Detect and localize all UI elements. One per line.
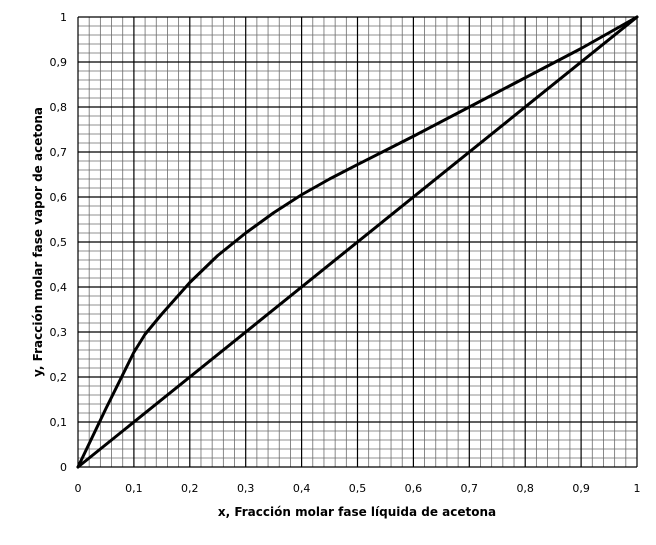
y-axis-tick-labels: 0 0,1 0,2 0,3 0,4 0,5 0,6 0,7 0,8 0,9 1 <box>50 11 68 474</box>
x-axis-title: x, Fracción molar fase líquida de aceton… <box>218 505 496 519</box>
y-tick-label: 0 <box>60 461 67 474</box>
x-axis-tick-labels: 0 0,1 0,2 0,3 0,4 0,5 0,6 0,7 0,8 0,9 1 <box>75 482 641 495</box>
x-tick-label: 0,7 <box>461 482 479 495</box>
x-tick-label: 0,1 <box>125 482 143 495</box>
major-grid <box>77 16 638 468</box>
y-tick-label: 0,2 <box>50 371 68 384</box>
series-layer <box>76 15 639 469</box>
x-tick-label: 0,3 <box>237 482 255 495</box>
y-tick-label: 0,7 <box>50 146 68 159</box>
equilibrium-curve-line <box>76 15 639 469</box>
x-tick-label: 0,4 <box>293 482 311 495</box>
y-tick-label: 0,6 <box>50 191 68 204</box>
diagonal-reference-line <box>76 15 639 469</box>
x-tick-label: 0,2 <box>181 482 199 495</box>
y-tick-label: 0,1 <box>50 416 68 429</box>
y-tick-label: 0,4 <box>50 281 68 294</box>
y-tick-label: 0,3 <box>50 326 68 339</box>
y-tick-label: 0,8 <box>50 101 68 114</box>
y-tick-label: 0,9 <box>50 56 68 69</box>
x-tick-label: 0 <box>75 482 82 495</box>
x-tick-label: 0,6 <box>405 482 423 495</box>
y-tick-label: 1 <box>60 11 67 24</box>
x-tick-label: 1 <box>634 482 641 495</box>
x-tick-label: 0,8 <box>516 482 534 495</box>
y-axis-title: y, Fracción molar fase vapor de acetona <box>31 107 45 377</box>
y-tick-label: 0,5 <box>50 236 68 249</box>
x-tick-label: 0,9 <box>572 482 590 495</box>
x-tick-label: 0,5 <box>349 482 367 495</box>
